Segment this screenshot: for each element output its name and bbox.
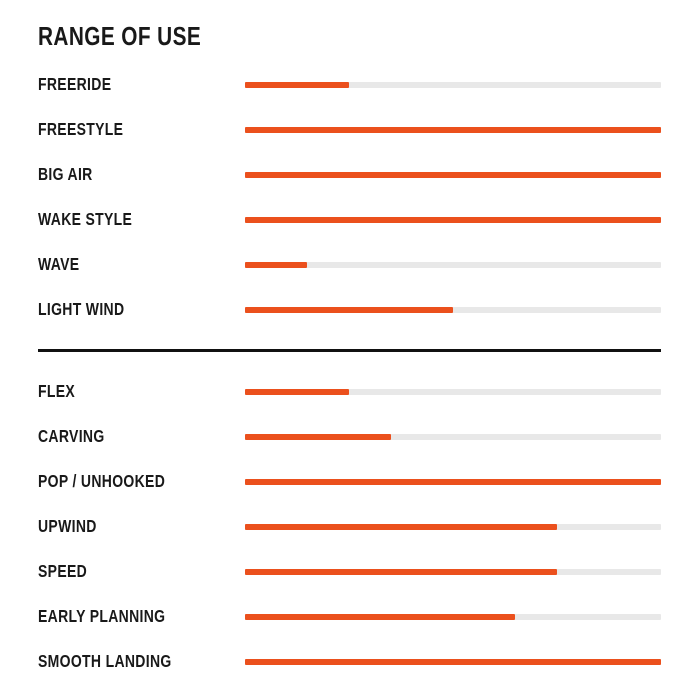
rating-row: EARLY PLANNING [38,594,661,639]
rating-label: SPEED [38,561,245,582]
rating-bar-fill [245,433,391,440]
page-title: RANGE OF USE [38,0,661,50]
rating-label: FREERIDE [38,74,245,95]
rating-row: LIGHT WIND [38,287,661,332]
rating-bar-fill [245,478,661,485]
rating-row: FREERIDE [38,62,661,107]
rating-label: LIGHT WIND [38,299,245,320]
rating-label: WAKE STYLE [38,209,245,230]
page-title-text: RANGE OF USE [38,21,202,51]
rating-row: SMOOTH LANDING [38,639,661,684]
rating-label: WAVE [38,254,245,275]
rating-label: UPWIND [38,516,245,537]
rating-bar-fill [245,523,557,530]
rating-label: SMOOTH LANDING [38,651,245,672]
rating-bar-track [245,658,661,665]
rating-bar-track [245,388,661,395]
rating-bar-track [245,523,661,530]
rating-row: FREESTYLE [38,107,661,152]
rating-row: BIG AIR [38,152,661,197]
rating-label-text: FREERIDE [38,74,112,94]
rating-row: UPWIND [38,504,661,549]
rating-label-text: BIG AIR [38,164,93,184]
rating-label-text: POP / UNHOOKED [38,471,166,491]
rating-label-text: WAVE [38,254,80,274]
rating-label-text: WAKE STYLE [38,209,133,229]
rating-bar-track [245,171,661,178]
rating-label-text: SMOOTH LANDING [38,651,172,671]
rating-label: FLEX [38,381,245,402]
rating-bar-fill [245,261,308,268]
rating-bar-track [245,568,661,575]
performance-section: FLEX CARVING POP / UNHOOKED UPWIND SPEED EARL… [38,369,661,684]
rating-row: SPEED [38,549,661,594]
rating-row: FLEX [38,369,661,414]
rating-label-text: LIGHT WIND [38,299,125,319]
rating-label-text: UPWIND [38,516,97,536]
rating-row: WAKE STYLE [38,197,661,242]
rating-row: CARVING [38,414,661,459]
rating-bar-fill [245,306,453,313]
rating-label: BIG AIR [38,164,245,185]
rating-label-text: FLEX [38,381,76,401]
rating-bar-track [245,81,661,88]
rating-bar-fill [245,613,516,620]
section-divider [38,349,661,352]
rating-label-text: EARLY PLANNING [38,606,166,626]
rating-bar-fill [245,658,661,665]
rating-bar-fill [245,171,661,178]
rating-label-text: SPEED [38,561,88,581]
rating-bar-track [245,433,661,440]
rating-bar-track [245,216,661,223]
rating-row: WAVE [38,242,661,287]
rating-bar-track [245,126,661,133]
rating-bar-track [245,261,661,268]
rating-label-text: CARVING [38,426,105,446]
rating-bar-fill [245,568,557,575]
rating-label: FREESTYLE [38,119,245,140]
rating-row: POP / UNHOOKED [38,459,661,504]
range-of-use-section: FREERIDE FREESTYLE BIG AIR WAKE STYLE WAVE LI… [38,62,661,332]
rating-label: CARVING [38,426,245,447]
rating-label-text: FREESTYLE [38,119,124,139]
rating-label: EARLY PLANNING [38,606,245,627]
rating-bar-track [245,478,661,485]
rating-bar-track [245,306,661,313]
rating-bar-fill [245,126,661,133]
rating-label: POP / UNHOOKED [38,471,245,492]
rating-bar-track [245,613,661,620]
rating-bar-fill [245,388,349,395]
rating-bar-fill [245,81,349,88]
rating-bar-fill [245,216,661,223]
